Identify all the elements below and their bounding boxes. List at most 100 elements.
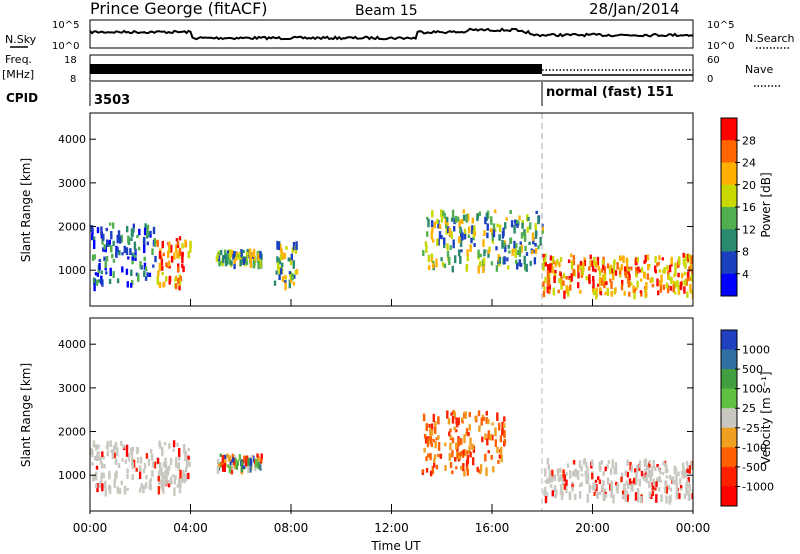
echo-cell	[666, 265, 669, 271]
echo-cell	[178, 247, 182, 256]
velocity-cbar-swatch	[721, 388, 737, 409]
echo-cell	[531, 250, 534, 255]
echo-cell	[432, 439, 435, 443]
echo-cell	[242, 249, 245, 254]
echo-cell	[433, 458, 436, 463]
echo-cell	[625, 480, 628, 486]
echo-cell	[498, 257, 502, 264]
echo-cell	[535, 210, 538, 214]
echo-cell	[428, 423, 431, 428]
echo-cell	[222, 255, 225, 264]
echo-cell	[490, 455, 493, 460]
echo-cell	[100, 472, 103, 477]
echo-cell	[505, 217, 508, 221]
echo-cell	[591, 472, 594, 480]
echo-cell	[284, 280, 287, 284]
echo-cell	[656, 464, 659, 468]
power-y-tick-label: 3000	[58, 177, 86, 190]
echo-cell	[153, 238, 156, 247]
echo-cell	[228, 465, 232, 474]
echo-cell	[427, 254, 431, 262]
echo-cell	[129, 447, 133, 454]
power-cbar-swatch	[721, 184, 737, 208]
velocity-cbar-swatch	[721, 427, 737, 448]
echo-cell	[565, 485, 568, 494]
echo-cell	[578, 460, 582, 469]
echo-cell	[626, 471, 629, 478]
echo-cell	[477, 265, 480, 274]
echo-cell	[149, 230, 152, 235]
echo-cell	[630, 266, 633, 271]
echo-cell	[105, 227, 108, 232]
echo-cell	[143, 227, 147, 236]
echo-cell	[466, 468, 469, 476]
echo-cell	[233, 461, 236, 469]
echo-cell	[113, 452, 116, 459]
cpid-mode-1: 3503	[94, 93, 130, 108]
echo-cell	[98, 481, 101, 489]
x-tick-label: 00:00	[73, 521, 108, 535]
echo-cell	[130, 228, 134, 238]
echo-cell	[125, 268, 129, 275]
echo-cell	[611, 459, 614, 469]
echo-cell	[446, 222, 449, 226]
echo-cell	[178, 281, 181, 291]
echo-cell	[679, 282, 683, 290]
echo-cell	[454, 457, 457, 462]
echo-cell	[281, 262, 284, 268]
echo-cell	[574, 468, 577, 478]
cpid-label: CPID	[6, 91, 38, 105]
echo-cell	[659, 479, 663, 483]
echo-cell	[601, 259, 605, 266]
echo-cell	[255, 458, 258, 468]
echo-cell	[115, 252, 118, 258]
echo-cell	[467, 432, 470, 437]
echo-cell	[609, 483, 612, 491]
echo-cell	[606, 263, 610, 269]
echo-cell	[473, 225, 476, 234]
echo-cell	[492, 466, 495, 473]
echo-cell	[167, 479, 170, 484]
echo-cell	[442, 210, 445, 216]
echo-cell	[534, 223, 537, 231]
echo-cell	[658, 269, 661, 273]
echo-cell	[547, 264, 550, 270]
echo-cell	[454, 215, 458, 224]
echo-cell	[426, 438, 430, 448]
echo-cell	[259, 260, 262, 268]
echo-cell	[546, 269, 550, 278]
echo-cell	[541, 226, 544, 233]
echo-cell	[513, 225, 516, 234]
echo-cell	[100, 270, 103, 275]
echo-cell	[570, 260, 574, 270]
echo-cell	[686, 468, 689, 473]
echo-cell	[448, 227, 451, 237]
echo-cell	[125, 247, 129, 255]
echo-cell	[686, 490, 689, 494]
echo-cell	[665, 486, 668, 494]
echo-cell	[659, 280, 662, 287]
echo-cell	[454, 255, 457, 264]
power-y-tick-label: 2000	[58, 221, 86, 234]
echo-cell	[572, 460, 576, 465]
echo-cell	[457, 417, 460, 425]
echo-cell	[678, 492, 681, 500]
echo-cell	[672, 284, 675, 293]
power-cbar-tick-label: 20	[742, 179, 756, 192]
echo-cell	[92, 236, 96, 242]
echo-cell	[96, 272, 100, 277]
echo-cell	[675, 473, 678, 482]
echo-cell	[479, 464, 483, 472]
echo-cell	[142, 485, 145, 494]
echo-cell	[633, 291, 636, 300]
echo-cell	[649, 475, 652, 482]
echo-cell	[635, 472, 638, 476]
echo-cell	[662, 284, 666, 290]
echo-cell	[250, 454, 254, 464]
echo-cell	[168, 276, 171, 285]
echo-cell	[176, 484, 180, 488]
echo-cell	[225, 259, 228, 265]
echo-cell	[116, 247, 119, 253]
echo-cell	[554, 261, 557, 268]
